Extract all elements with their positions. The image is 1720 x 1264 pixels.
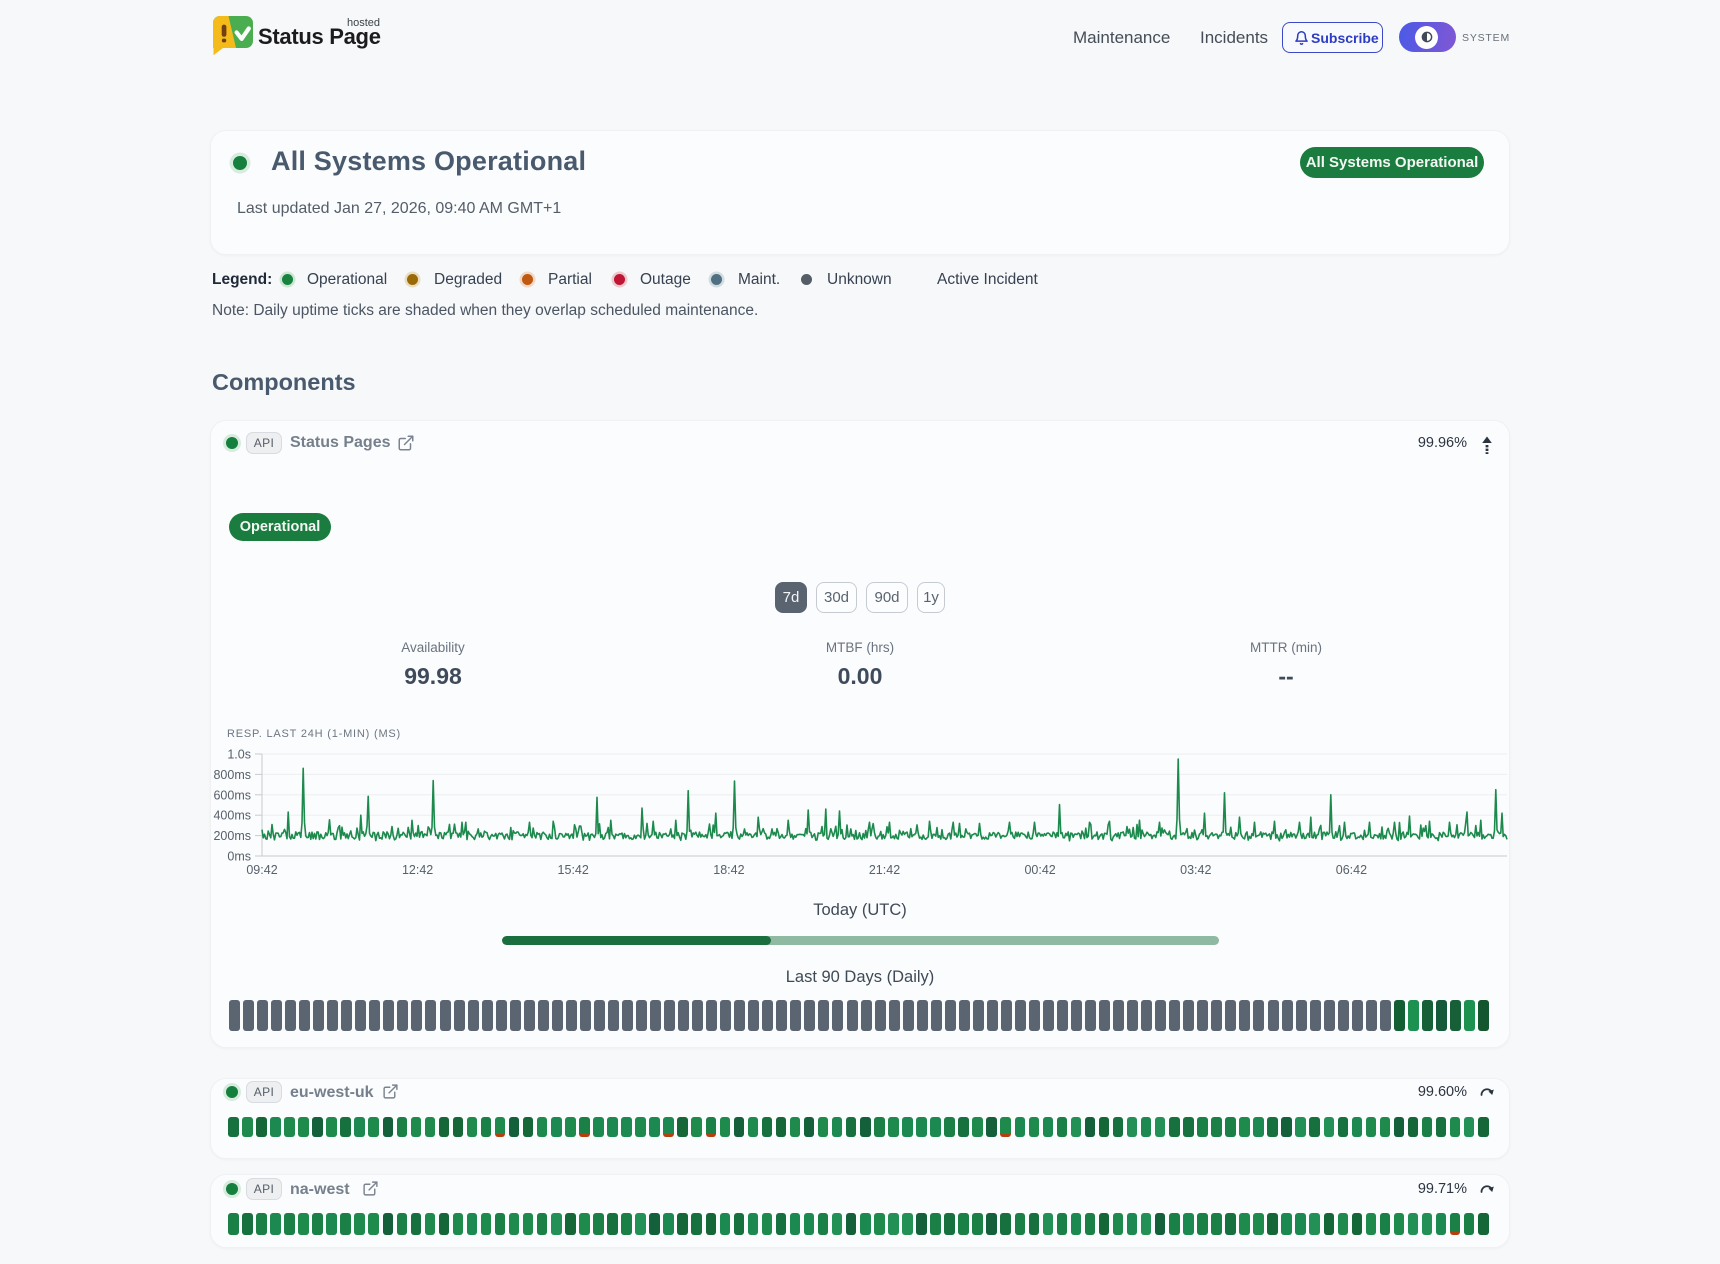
svg-text:21:42: 21:42 <box>869 863 900 877</box>
svg-text:600ms: 600ms <box>213 788 251 802</box>
svg-text:12:42: 12:42 <box>402 863 433 877</box>
svg-text:RESP. LAST 24H (1-MIN) (MS): RESP. LAST 24H (1-MIN) (MS) <box>227 728 401 740</box>
svg-text:06:42: 06:42 <box>1336 863 1367 877</box>
svg-text:00:42: 00:42 <box>1024 863 1055 877</box>
svg-text:1.0s: 1.0s <box>227 748 251 762</box>
svg-text:800ms: 800ms <box>213 768 251 782</box>
svg-text:09:42: 09:42 <box>246 863 277 877</box>
svg-text:200ms: 200ms <box>213 829 251 843</box>
svg-text:15:42: 15:42 <box>558 863 589 877</box>
svg-text:400ms: 400ms <box>213 809 251 823</box>
svg-text:0ms: 0ms <box>227 850 251 864</box>
svg-text:03:42: 03:42 <box>1180 863 1211 877</box>
svg-text:18:42: 18:42 <box>713 863 744 877</box>
